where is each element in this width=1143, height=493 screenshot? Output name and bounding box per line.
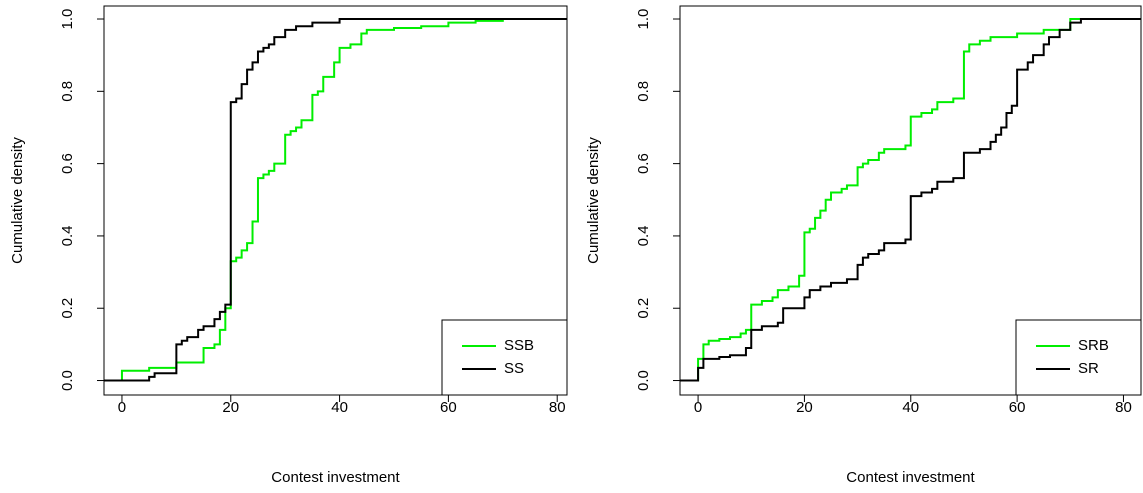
x-tick-label: 20 (222, 399, 239, 416)
y-tick-label: 0.4 (59, 225, 76, 246)
y-tick-label: 0.2 (59, 298, 76, 319)
x-tick-label: 80 (549, 399, 566, 416)
y-tick-label: 1.0 (635, 9, 652, 30)
x-tick-label: 20 (796, 399, 813, 416)
step-line (680, 18, 1141, 382)
x-tick-label: 40 (331, 399, 348, 416)
step-line (104, 18, 567, 382)
legend-label: SRB (1078, 337, 1109, 354)
y-tick-label: 0.4 (635, 225, 652, 246)
legend-label: SR (1078, 360, 1099, 377)
y-tick-label: 0.0 (59, 370, 76, 391)
x-axis-title: Contest investment (271, 469, 400, 486)
step-line (104, 18, 567, 382)
y-tick-label: 0.2 (635, 298, 652, 319)
x-axis-title: Contest investment (846, 469, 975, 486)
step-line (680, 18, 1141, 382)
legend-label: SSB (504, 337, 534, 354)
x-tick-label: 40 (902, 399, 919, 416)
y-axis-title: Cumulative density (585, 137, 602, 264)
x-tick-label: 0 (118, 399, 126, 416)
x-tick-label: 0 (694, 399, 702, 416)
legend-label: SS (504, 360, 524, 377)
x-tick-label: 60 (1009, 399, 1026, 416)
plot: 0 20 40 60 80 0.0 0.2 0.4 0.6 0.8 1.0 Contest inves… (9, 5, 568, 486)
y-tick-label: 0.8 (59, 81, 76, 102)
legend-frame (441, 319, 568, 396)
x-tick-label: 60 (440, 399, 457, 416)
y-tick-label: 1.0 (59, 9, 76, 30)
y-tick-label: 0.0 (635, 370, 652, 391)
y-tick-label: 0.6 (635, 153, 652, 174)
legend-frame (1015, 319, 1142, 396)
y-tick-label: 0.8 (635, 81, 652, 102)
x-tick-label: 80 (1115, 399, 1132, 416)
y-tick-label: 0.6 (59, 153, 76, 174)
plot: 0 20 40 60 80 0.0 0.2 0.4 0.6 0.8 1.0 Contest inves… (585, 5, 1142, 486)
y-axis-title: Cumulative density (9, 137, 26, 264)
